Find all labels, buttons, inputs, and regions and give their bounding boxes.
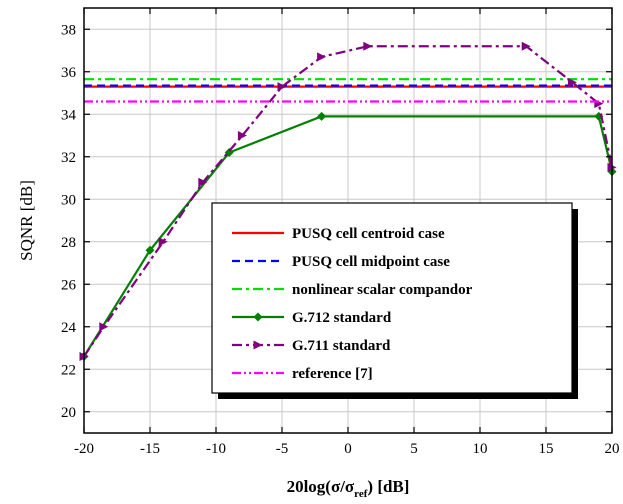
- ticks: -20 -15 -10 -5 0 5 10 15 20 20 22 24 26 28 30 32 34 36 38: [61, 8, 620, 457]
- x-axis-title: 20log(σ/σref) [dB]: [287, 477, 410, 500]
- data-point: [253, 340, 263, 350]
- data-point: [317, 52, 327, 62]
- x-tick-label: 15: [539, 441, 554, 457]
- y-tick-label: 26: [61, 277, 77, 293]
- series-layer: [79, 41, 617, 361]
- data-point: [237, 131, 247, 140]
- y-axis-title: SQNR [dB]: [17, 180, 36, 261]
- y-tick-label: 36: [61, 65, 77, 81]
- series-line: [83, 115, 614, 358]
- data-point: [253, 312, 263, 322]
- x-tick-label: 20: [605, 441, 620, 457]
- data-point: [567, 77, 577, 87]
- x-tick-label: 0: [344, 441, 352, 457]
- x-tick-label: -15: [140, 441, 160, 457]
- data-point: [158, 237, 168, 247]
- x-axis-title-main: 20log(σ/σ: [287, 477, 355, 496]
- x-tick-label: -20: [74, 441, 94, 457]
- x-tick-label: 10: [473, 441, 488, 457]
- data-point: [317, 111, 327, 121]
- y-tick-label: 34: [61, 107, 77, 123]
- legend-label: PUSQ cell centroid case: [292, 226, 445, 242]
- x-tick-label: -5: [276, 441, 289, 457]
- data-point: [521, 41, 531, 51]
- legend-label: nonlinear scalar compandor: [292, 282, 473, 298]
- legend-box: [211, 202, 573, 394]
- legend-label: G.711 standard: [292, 338, 391, 354]
- data-point: [277, 82, 287, 92]
- y-tick-label: 30: [61, 192, 76, 208]
- y-tick-label: 38: [61, 22, 76, 38]
- x-axis-title-sub: ref: [354, 488, 368, 500]
- y-tick-label: 24: [61, 320, 77, 336]
- legend-label: PUSQ cell midpoint case: [292, 254, 450, 270]
- x-tick-label: -10: [206, 441, 226, 457]
- legend-label: G.712 standard: [292, 310, 392, 326]
- y-tick-label: 22: [61, 362, 76, 378]
- y-tick-label: 20: [61, 405, 76, 421]
- legend: PUSQ cell centroid case PUSQ cell midpoin…: [211, 202, 578, 399]
- y-tick-label: 32: [61, 150, 76, 166]
- series-line: [83, 45, 614, 358]
- y-tick-label: 28: [61, 235, 76, 251]
- x-axis-title-suffix: ) [dB]: [367, 477, 409, 496]
- data-point: [99, 322, 109, 332]
- data-point: [198, 177, 208, 187]
- legend-label: reference [7]: [292, 366, 373, 382]
- x-tick-label: 5: [410, 441, 418, 457]
- data-point: [363, 41, 373, 51]
- data-point: [145, 245, 155, 255]
